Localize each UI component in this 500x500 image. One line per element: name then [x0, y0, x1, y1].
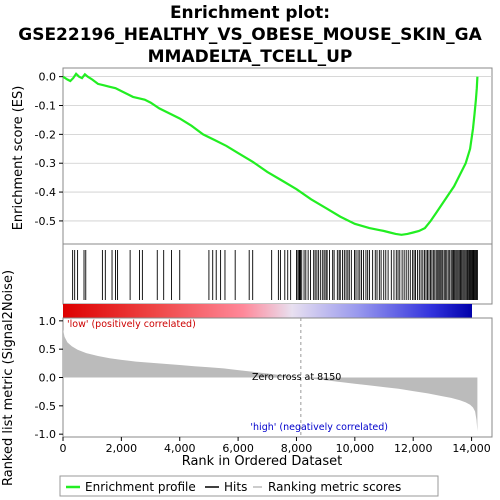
x-tick-label: 14,000: [452, 442, 491, 455]
x-axis-label: Rank in Ordered Dataset: [182, 454, 343, 469]
hits-panel-frame: [62, 243, 493, 305]
es-tick-label: -0.2: [35, 128, 56, 141]
title-line-2: GSE22196_HEALTHY_VS_OBESE_MOUSE_SKIN_GA: [18, 25, 482, 45]
es-panel: 0.0 -0.1 -0.2 -0.3 -0.4 -0.5: [35, 67, 493, 245]
title-line-3: MMADELTA_TCELL_UP: [148, 47, 353, 67]
metric-tick-label: 0.0: [39, 372, 57, 385]
high-correlated-label: 'high' (negatively correlated): [250, 422, 388, 433]
metric-y-ticks: 1.0 0.5 0.0 -0.5 -1.0: [35, 315, 63, 441]
hit-markers: [72, 250, 478, 300]
ranking-metric-area: [63, 329, 478, 432]
metric-panel: 1.0 0.5 0.0 -0.5 -1.0 'low' (positively corr…: [35, 315, 493, 441]
zero-cross-label: Zero cross at 8150: [252, 372, 341, 383]
legend-frame: [59, 475, 439, 497]
x-tick-label: 6,000: [222, 442, 254, 455]
x-tick-label: 8,000: [281, 442, 313, 455]
es-gridlines: [63, 76, 492, 222]
legend-ranking-metric: Ranking metric scores: [268, 480, 401, 494]
legend-enrichment-profile: Enrichment profile: [85, 480, 196, 494]
rank-color-bar: [63, 304, 472, 318]
es-tick-label: -0.3: [35, 157, 56, 170]
x-tick-label: 12,000: [394, 442, 433, 455]
es-tick-label: -0.5: [35, 215, 56, 228]
es-tick-label: -0.4: [35, 186, 56, 199]
x-tick-label: 0: [60, 442, 67, 455]
x-tick-label: 4,000: [164, 442, 196, 455]
x-axis-ticks: 0 2,000 4,000 6,000 8,000 10,000 12,000 14,000: [60, 437, 491, 455]
es-y-axis-label: Enrichment score (ES): [11, 86, 26, 231]
legend-hits: Hits: [224, 480, 247, 494]
metric-y-axis-label: Ranked list metric (Signal2Noise): [1, 270, 16, 486]
enrichment-profile-line: [62, 72, 479, 236]
low-correlated-label: 'low' (positively correlated): [67, 319, 196, 330]
metric-tick-label: 1.0: [39, 315, 57, 328]
x-tick-label: 2,000: [106, 442, 138, 455]
legend: Enrichment profile Hits Ranking metric s…: [59, 475, 439, 497]
title-line-1: Enrichment plot:: [170, 3, 330, 23]
hits-panel: [62, 243, 493, 305]
metric-tick-label: -1.0: [35, 428, 56, 441]
es-tick-label: 0.0: [39, 71, 57, 84]
metric-tick-label: 0.5: [39, 343, 57, 356]
x-tick-label: 10,000: [336, 442, 375, 455]
es-tick-label: -0.1: [35, 100, 56, 113]
es-y-ticks: 0.0 -0.1 -0.2 -0.3 -0.4 -0.5: [35, 71, 63, 228]
metric-tick-label: -0.5: [35, 400, 56, 413]
